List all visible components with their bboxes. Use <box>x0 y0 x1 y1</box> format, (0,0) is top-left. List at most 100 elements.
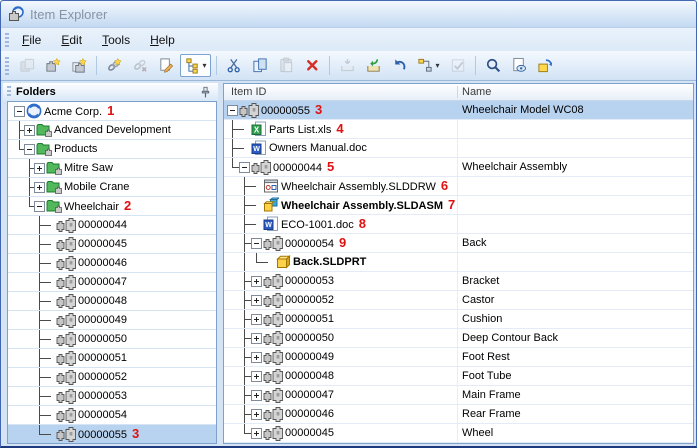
folder-tree-row[interactable]: Mobile Crane <box>8 178 216 197</box>
collapse-toggle[interactable] <box>227 105 238 116</box>
column-grid-line <box>457 291 458 309</box>
menubar-gripper-icon <box>5 32 9 47</box>
folder-tree-row[interactable]: 00000050 <box>8 330 216 349</box>
collapse-toggle[interactable] <box>24 144 35 155</box>
folder-tree-row[interactable]: Advanced Development <box>8 121 216 140</box>
folder-label: 00000050 <box>78 333 127 345</box>
item-icon <box>56 312 76 328</box>
menu-file[interactable]: File <box>22 32 42 47</box>
expand-toggle[interactable] <box>251 314 262 325</box>
expand-toggle[interactable] <box>24 125 35 136</box>
undo-check-out-button[interactable] <box>387 54 411 77</box>
menu-edit[interactable]: Edit <box>61 32 83 47</box>
item-id-label: 00000049 <box>285 351 334 363</box>
item-grid-row[interactable]: 00000049 Foot Rest <box>224 348 693 367</box>
search-button[interactable] <box>481 54 505 77</box>
expand-toggle[interactable] <box>34 163 45 174</box>
tree-connector-line <box>244 376 256 377</box>
expand-toggle[interactable] <box>251 428 262 439</box>
item-grid-row[interactable]: W Owners Manual.doc <box>224 139 693 158</box>
pack-and-go-button[interactable] <box>533 54 557 77</box>
tree-connector-line <box>39 263 51 264</box>
item-grid-row[interactable]: 00000054 9 Back <box>224 234 693 253</box>
create-link-button[interactable] <box>102 54 126 77</box>
item-grid-row[interactable]: 00000050 Deep Contour Back <box>224 329 693 348</box>
collapse-toggle[interactable] <box>239 162 250 173</box>
item-grid-row[interactable]: 00000053 Bracket <box>224 272 693 291</box>
item-grid-row[interactable]: 00000045 Wheel <box>224 424 693 443</box>
folder-tree-row[interactable]: 00000053 <box>8 387 216 406</box>
column-grid-line <box>457 424 458 442</box>
item-grid-row[interactable]: 00000047 Main Frame <box>224 386 693 405</box>
menu-help[interactable]: Help <box>150 32 175 47</box>
expand-toggle[interactable] <box>251 390 262 401</box>
tree-connector-line <box>244 433 256 434</box>
expand-toggle[interactable] <box>251 409 262 420</box>
folder-tree-row[interactable]: 00000045 <box>8 235 216 254</box>
item-icon <box>263 292 283 308</box>
tree-connector-line <box>39 282 51 283</box>
folder-tree-row[interactable]: 00000055 3 <box>8 425 216 443</box>
menu-tools[interactable]: Tools <box>102 32 131 47</box>
change-state-button[interactable]: ▾ <box>413 54 444 77</box>
expand-toggle[interactable] <box>34 182 45 193</box>
item-grid-row[interactable]: X Parts List.xls 4 <box>224 120 693 139</box>
item-grid-row[interactable]: Back.SLDPRT <box>224 253 693 272</box>
folder-tree-row[interactable]: 00000046 <box>8 254 216 273</box>
folder-tree-row[interactable]: 00000044 <box>8 216 216 235</box>
folder-tree-row[interactable]: 00000048 <box>8 292 216 311</box>
collapse-toggle[interactable] <box>34 201 45 212</box>
folder-tree-row[interactable]: 00000054 <box>8 406 216 425</box>
delete-button[interactable] <box>300 54 324 77</box>
collapse-toggle[interactable] <box>14 106 25 117</box>
svg-text:X: X <box>254 126 260 135</box>
callout-number: 7 <box>448 197 456 212</box>
folder-tree-row[interactable]: Mitre Saw <box>8 159 216 178</box>
svg-text:W: W <box>253 146 260 153</box>
check-in-button[interactable] <box>361 54 385 77</box>
folder-tree-row[interactable]: 00000051 <box>8 349 216 368</box>
expand-toggle[interactable] <box>251 276 262 287</box>
edit-item-button[interactable] <box>154 54 178 77</box>
panel-splitter[interactable] <box>218 83 223 446</box>
copy-button[interactable] <box>248 54 272 77</box>
folder-tree-row[interactable]: 00000047 <box>8 273 216 292</box>
item-icon <box>56 388 76 404</box>
folder-tree-row[interactable]: Products <box>8 140 216 159</box>
item-grid-row[interactable]: 00000046 Rear Frame <box>224 405 693 424</box>
item-grid-row[interactable]: Wheelchair Assembly.SLDDRW 6 <box>224 177 693 196</box>
item-grid-row[interactable]: 00000048 Foot Tube <box>224 367 693 386</box>
callout-number: 8 <box>358 216 366 231</box>
expand-toggle[interactable] <box>251 352 262 363</box>
menu-bar: File Edit Tools Help <box>1 28 696 51</box>
expand-toggle[interactable] <box>251 371 262 382</box>
item-grid-row[interactable]: Wheelchair Assembly.SLDASM 7 <box>224 196 693 215</box>
item-grid-row[interactable]: 00000055 3 Wheelchair Model WC08 <box>224 101 693 120</box>
toolbar: ▾ ▾ <box>1 51 696 81</box>
column-grid-line <box>457 215 458 233</box>
expand-toggle[interactable] <box>251 333 262 344</box>
folder-tree-row[interactable]: 00000052 <box>8 368 216 387</box>
pin-icon[interactable] <box>199 86 212 99</box>
collapse-toggle[interactable] <box>251 238 262 249</box>
item-grid-row[interactable]: 00000044 5 Wheelchair Assembly <box>224 158 693 177</box>
folder-tree-row[interactable]: Acme Corp. 1 <box>8 102 216 121</box>
column-divider[interactable] <box>457 86 458 98</box>
column-header-name[interactable]: Name <box>462 86 492 98</box>
expand-toggle[interactable] <box>251 295 262 306</box>
column-header-item-id[interactable]: Item ID <box>231 86 267 98</box>
approve-icon <box>451 59 464 72</box>
item-grid-row[interactable]: 00000051 Cushion <box>224 310 693 329</box>
view-mode-button[interactable]: ▾ <box>180 54 211 77</box>
new-item-from-copy-button[interactable] <box>67 54 91 77</box>
tree-connector-line <box>244 205 256 206</box>
item-grid-row[interactable]: W ECO-1001.doc 8 <box>224 215 693 234</box>
item-icon <box>56 331 76 347</box>
preview-button[interactable] <box>507 54 531 77</box>
item-id-label: 00000047 <box>285 389 334 401</box>
folder-tree-row[interactable]: 00000049 <box>8 311 216 330</box>
cut-button[interactable] <box>222 54 246 77</box>
item-grid-row[interactable]: 00000052 Castor <box>224 291 693 310</box>
folder-tree-row[interactable]: Wheelchair 2 <box>8 197 216 216</box>
new-item-button[interactable] <box>41 54 65 77</box>
